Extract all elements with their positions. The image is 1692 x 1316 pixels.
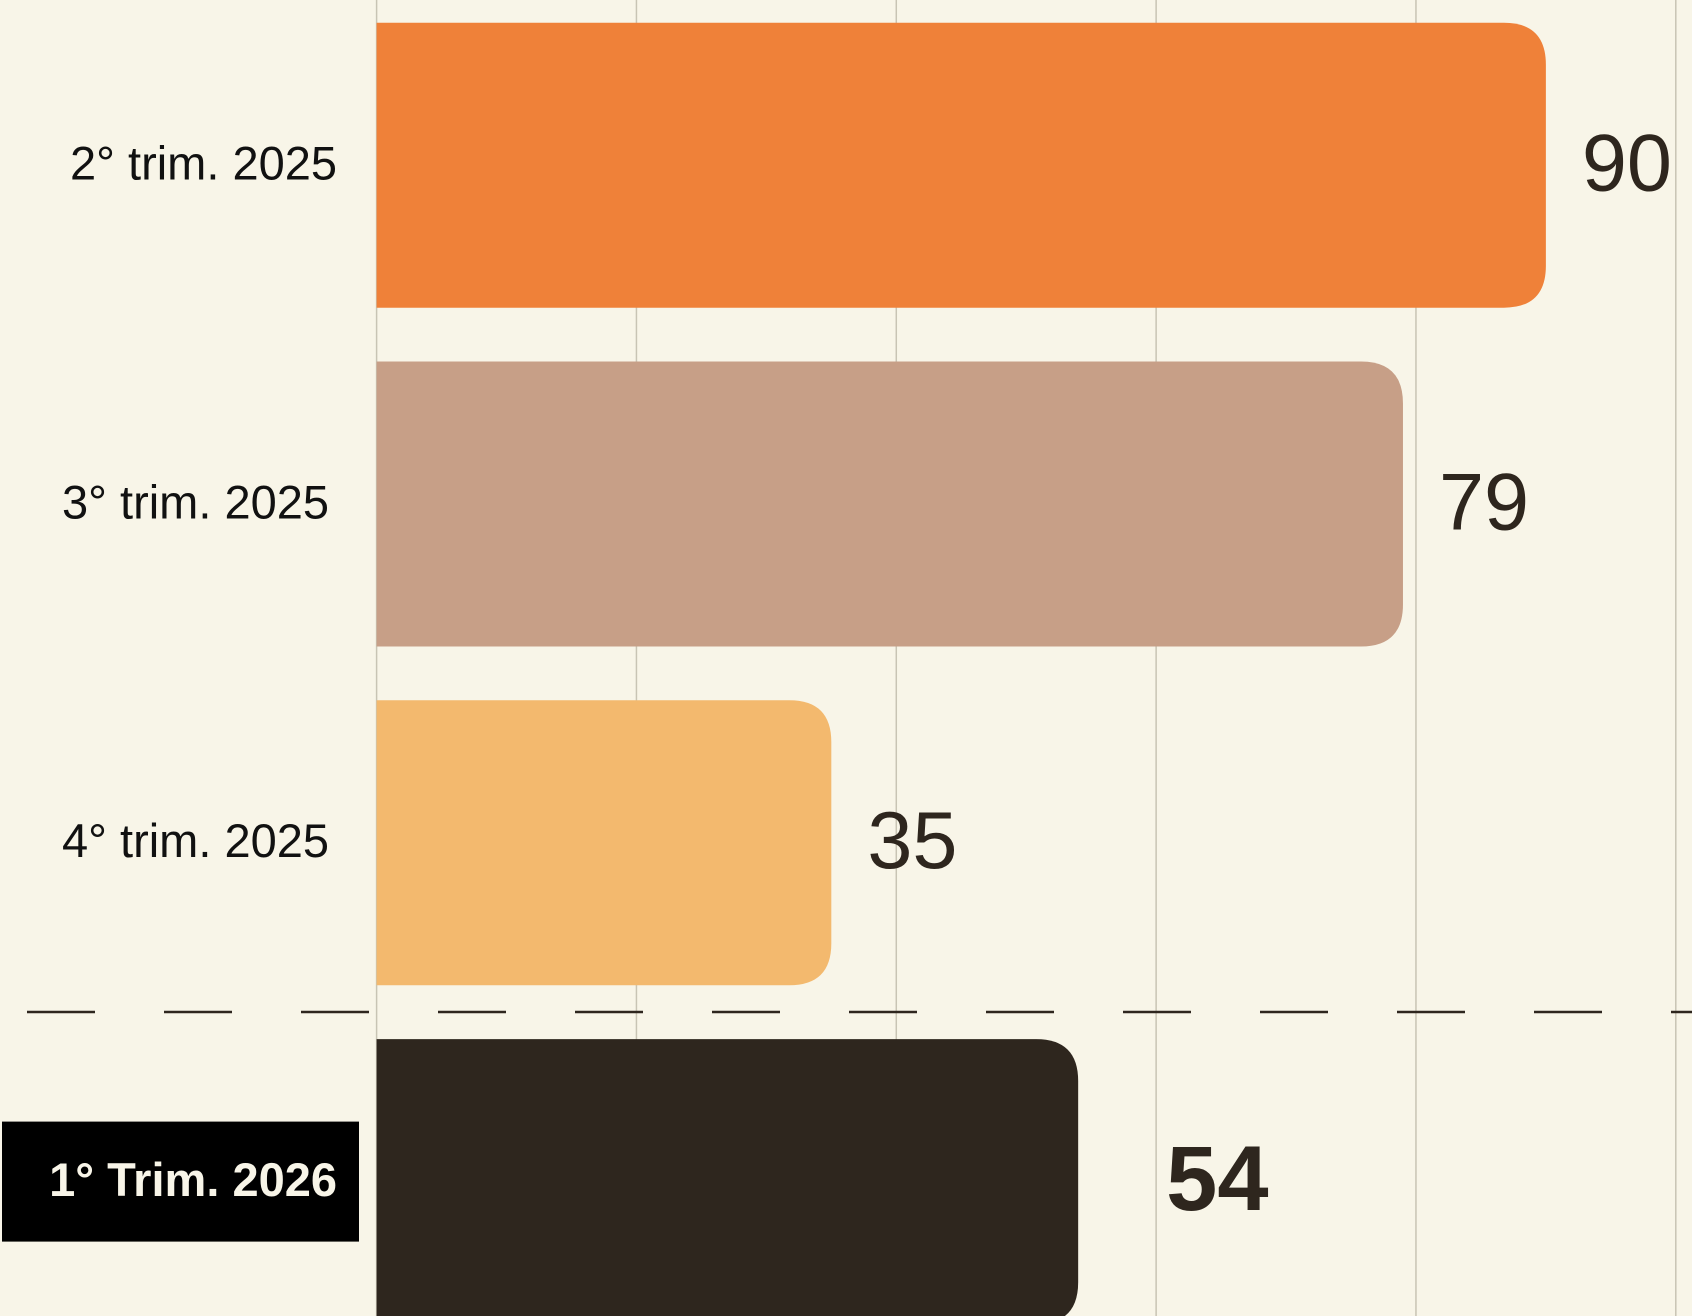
y-tick-label: 2° trim. 2025 [70, 137, 337, 190]
bar [376, 22, 1546, 308]
y-tick-label: 4° trim. 2025 [62, 814, 329, 867]
y-tick-label: 3° trim. 2025 [62, 475, 329, 528]
labels: 2° trim. 2025 90 3° trim. 2025 79 4° trim. 2… [2, 119, 1672, 1242]
value-label: 54 [1166, 1128, 1268, 1230]
bars [376, 22, 1546, 1316]
value-label: 90 [1582, 119, 1672, 209]
bar [376, 1039, 1079, 1316]
value-label: 35 [867, 796, 957, 886]
bar [376, 700, 832, 986]
bar [376, 361, 1403, 647]
highlight-box [2, 1121, 359, 1242]
value-label: 79 [1439, 457, 1529, 547]
y-tick-label: 1° Trim. 2026 [49, 1153, 337, 1206]
